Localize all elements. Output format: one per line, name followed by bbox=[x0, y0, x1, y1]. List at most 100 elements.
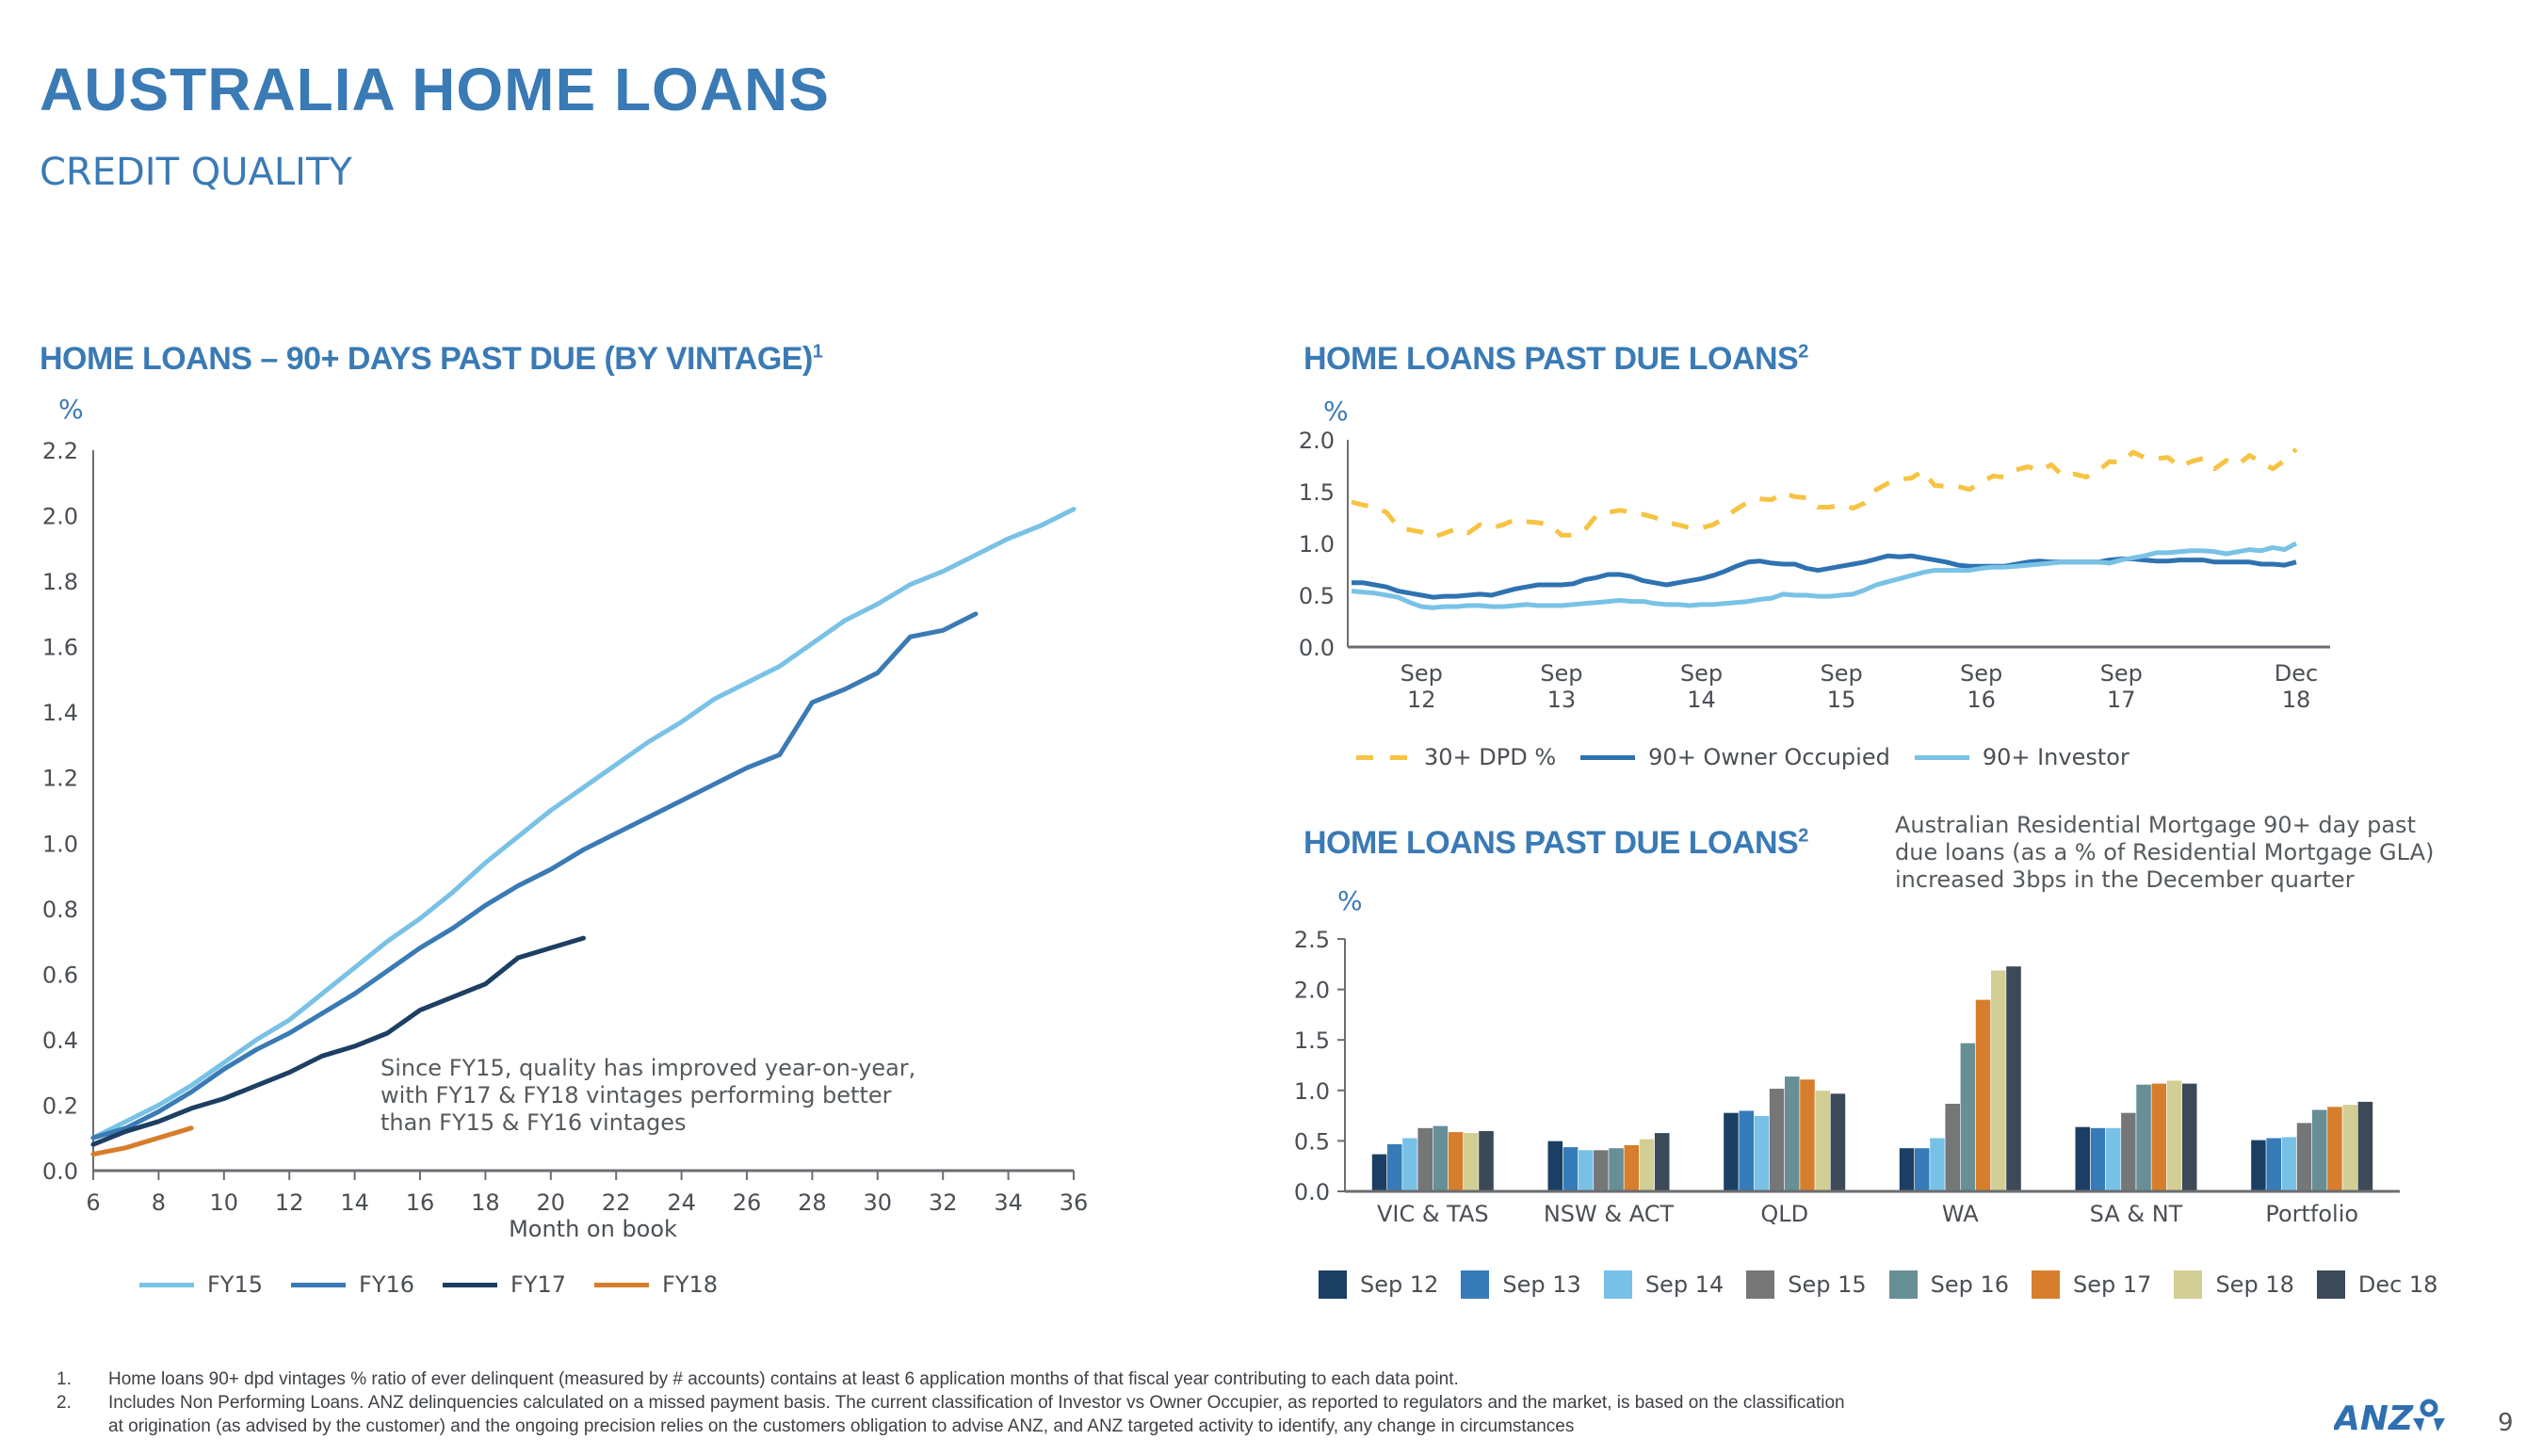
series-line-90-owner-occupied bbox=[1352, 553, 2297, 600]
vintage-line-chart: 0.0 0.2 0.4 0.6 0.8 1.0 1.2 1.4 1.6 1.8 2.0 2.2 6 8 10… bbox=[42, 438, 1089, 1242]
bar-nsw-act-dec-18 bbox=[1654, 1132, 1671, 1192]
bar-wa-sep-16 bbox=[1959, 1043, 1976, 1192]
legend-item-investor[interactable]: 90+ Investor bbox=[1914, 744, 2129, 770]
bar-sa-nt-dec-18 bbox=[2181, 1083, 2198, 1192]
x-tick-label: 18 bbox=[471, 1189, 500, 1216]
legend-item-sep-17[interactable]: Sep 17 bbox=[2032, 1270, 2151, 1299]
y-tick-label: 2.0 bbox=[42, 504, 78, 530]
legend-item-sep-18[interactable]: Sep 18 bbox=[2174, 1270, 2294, 1299]
x-tick-label: 14 bbox=[340, 1189, 369, 1216]
series-line-fy16 bbox=[90, 611, 979, 1141]
note-line: increased 3bps in the December quarter bbox=[1895, 866, 2355, 893]
legend-label: Sep 14 bbox=[1644, 1271, 1724, 1298]
x-category-label: VIC & TAS bbox=[1377, 1201, 1489, 1227]
legend-swatch bbox=[1356, 754, 1411, 760]
series-line-fy18 bbox=[90, 1125, 194, 1157]
bar-sa-nt-sep-13 bbox=[2090, 1127, 2106, 1192]
legend-label: Sep 15 bbox=[1788, 1271, 1867, 1298]
x-tick-label: 8 bbox=[152, 1189, 166, 1216]
x-category-label: WA bbox=[1942, 1201, 1979, 1227]
note-line: due loans (as a % of Residential Mortgag… bbox=[1895, 839, 2435, 866]
page-number: 9 bbox=[2498, 1409, 2514, 1437]
legend-label: FY15 bbox=[207, 1271, 264, 1298]
legend-swatch bbox=[1914, 754, 1969, 760]
legend-label: 90+ Owner Occupied bbox=[1648, 744, 1890, 770]
legend-swatch bbox=[1580, 754, 1636, 760]
bar-nsw-act-sep-14 bbox=[1578, 1149, 1595, 1192]
past-due-trend-chart: 0.00.51.01.52.0Sep12Sep13Sep14Sep15Sep16… bbox=[1299, 428, 2330, 713]
x-tick-label: Sep bbox=[1960, 660, 2002, 687]
logo-text: ANZ bbox=[2334, 1399, 2414, 1437]
x-tick-label: 13 bbox=[1547, 687, 1577, 713]
bar-vic-tas-dec-18 bbox=[1478, 1130, 1495, 1192]
legend-swatch bbox=[2174, 1270, 2203, 1299]
y-tick-label: 1.8 bbox=[42, 569, 78, 595]
legend-item-owner-occupied[interactable]: 90+ Owner Occupied bbox=[1580, 744, 1890, 770]
x-tick-label: 36 bbox=[1060, 1189, 1089, 1216]
bar-portfolio-sep-14 bbox=[2281, 1136, 2297, 1192]
legend-label: 90+ Investor bbox=[1982, 744, 2129, 770]
legend-item-30dpd[interactable]: 30+ DPD % bbox=[1356, 744, 1556, 770]
x-tick-label: Sep bbox=[2100, 660, 2143, 687]
y-tick-label: 0.5 bbox=[1294, 1128, 1330, 1155]
legend-item-fy15[interactable]: FY15 bbox=[139, 1271, 263, 1298]
y-tick-label: 0.2 bbox=[42, 1092, 78, 1119]
legend-item-sep-13[interactable]: Sep 13 bbox=[1461, 1270, 1581, 1299]
footnote-ref: 1 bbox=[812, 341, 823, 363]
x-tick-label: 30 bbox=[864, 1189, 893, 1216]
series-line-30-dpd- bbox=[1351, 447, 2298, 540]
legend-label: Sep 18 bbox=[2215, 1271, 2294, 1298]
bar-vic-tas-sep-13 bbox=[1386, 1143, 1403, 1192]
bar-qld-sep-15 bbox=[1769, 1088, 1786, 1192]
bar-qld-sep-14 bbox=[1753, 1115, 1770, 1192]
bar-qld-dec-18 bbox=[1829, 1092, 1846, 1192]
legend-item-fy17[interactable]: FY17 bbox=[443, 1271, 566, 1298]
bar-wa-sep-12 bbox=[1899, 1147, 1916, 1192]
legend-swatch bbox=[139, 1282, 194, 1287]
x-category-label: Portfolio bbox=[2265, 1201, 2358, 1227]
legend-item-sep-15[interactable]: Sep 15 bbox=[1746, 1270, 1867, 1299]
x-category-label: SA & NT bbox=[2090, 1201, 2183, 1227]
bar-wa-sep-14 bbox=[1929, 1137, 1946, 1192]
legend-swatch bbox=[2032, 1270, 2061, 1299]
bar-vic-tas-sep-17 bbox=[1448, 1131, 1465, 1192]
x-tick-label: Sep bbox=[1401, 660, 1443, 687]
x-tick-label: 26 bbox=[733, 1189, 762, 1216]
legend-item-fy16[interactable]: FY16 bbox=[291, 1271, 414, 1298]
trend-legend: 30+ DPD % 90+ Owner Occupied 90+ Investo… bbox=[1356, 744, 2129, 770]
bar-vic-tas-sep-14 bbox=[1401, 1137, 1418, 1192]
bar-vic-tas-sep-15 bbox=[1417, 1127, 1433, 1192]
legend-item-dec-18[interactable]: Dec 18 bbox=[2316, 1270, 2437, 1299]
footnotes: 1. Home loans 90+ dpd vintages % ratio of… bbox=[57, 1367, 2251, 1438]
region-unit-label: % bbox=[1337, 885, 1363, 916]
y-tick-label: 1.5 bbox=[1294, 1027, 1330, 1054]
bar-portfolio-sep-15 bbox=[2296, 1122, 2313, 1192]
x-category-label: NSW & ACT bbox=[1544, 1201, 1675, 1227]
logo-person-left-icon bbox=[2413, 1418, 2424, 1432]
legend-item-fy18[interactable]: FY18 bbox=[594, 1271, 718, 1298]
x-axis-title: Month on book bbox=[509, 1216, 677, 1242]
legend-item-sep-16[interactable]: Sep 16 bbox=[1888, 1270, 2009, 1299]
legend-swatch bbox=[1746, 1270, 1775, 1299]
footnote-text: Home loans 90+ dpd vintages % ratio of e… bbox=[108, 1369, 1459, 1389]
legend-swatch bbox=[1888, 1270, 1918, 1299]
bar-sa-nt-sep-18 bbox=[2166, 1079, 2182, 1192]
x-tick-label: 22 bbox=[602, 1189, 631, 1216]
x-tick-label: 20 bbox=[537, 1189, 566, 1216]
series-line-fy17 bbox=[90, 935, 586, 1147]
y-tick-label: 0.4 bbox=[42, 1027, 78, 1054]
legend-item-sep-12[interactable]: Sep 12 bbox=[1319, 1270, 1438, 1299]
vintage-unit-label: % bbox=[58, 394, 84, 425]
bar-vic-tas-sep-16 bbox=[1433, 1125, 1449, 1192]
bar-wa-sep-15 bbox=[1944, 1103, 1961, 1192]
bar-wa-sep-18 bbox=[1990, 969, 2007, 1192]
y-tick-label: 2.5 bbox=[1294, 927, 1330, 953]
bar-portfolio-sep-17 bbox=[2326, 1106, 2343, 1192]
region-note: Australian Residential Mortgage 90+ day … bbox=[1895, 812, 2434, 894]
y-tick-label: 0.6 bbox=[42, 962, 78, 988]
bar-qld-sep-17 bbox=[1799, 1078, 1816, 1192]
note-line: Australian Residential Mortgage 90+ day … bbox=[1895, 812, 2416, 838]
legend-item-sep-14[interactable]: Sep 14 bbox=[1603, 1270, 1724, 1299]
logo-person-head-icon bbox=[2420, 1399, 2438, 1417]
y-tick-label: 0.5 bbox=[1299, 583, 1335, 609]
